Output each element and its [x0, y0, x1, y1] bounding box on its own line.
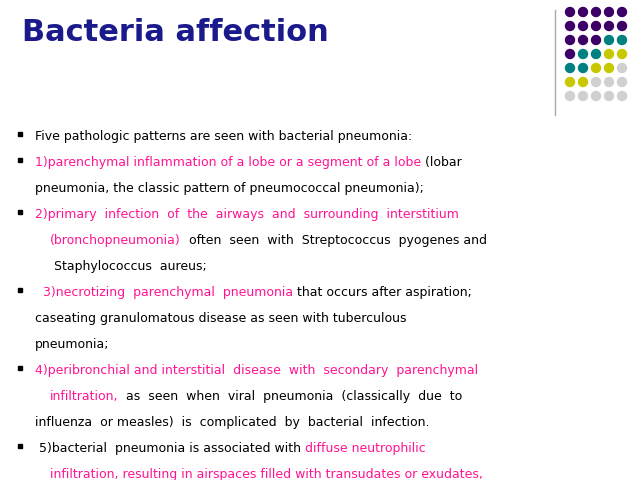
- Bar: [19, 158, 22, 162]
- Text: infiltration, resulting in airspaces filled with transudates or exudates,: infiltration, resulting in airspaces fil…: [50, 468, 483, 480]
- Text: infiltration,: infiltration,: [50, 390, 118, 403]
- Circle shape: [579, 92, 588, 100]
- Circle shape: [591, 63, 600, 72]
- Text: Staphylococcus  aureus;: Staphylococcus aureus;: [50, 260, 207, 273]
- Circle shape: [579, 8, 588, 16]
- Circle shape: [579, 49, 588, 59]
- Bar: [19, 288, 22, 292]
- Circle shape: [579, 36, 588, 45]
- Circle shape: [591, 92, 600, 100]
- Text: as  seen  when  viral  pneumonia  (classically  due  to: as seen when viral pneumonia (classicall…: [118, 390, 463, 403]
- Circle shape: [618, 49, 627, 59]
- Circle shape: [566, 77, 575, 86]
- Text: Five pathologic patterns are seen with bacterial pneumonia:: Five pathologic patterns are seen with b…: [35, 130, 412, 143]
- Circle shape: [591, 77, 600, 86]
- Text: (lobar: (lobar: [421, 156, 462, 169]
- Circle shape: [605, 49, 614, 59]
- Text: (bronchopneumonia): (bronchopneumonia): [50, 234, 180, 247]
- Text: 5)bacterial  pneumonia is associated with: 5)bacterial pneumonia is associated with: [35, 442, 305, 455]
- Circle shape: [605, 36, 614, 45]
- Text: 3)necrotizing  parenchymal  pneumonia: 3)necrotizing parenchymal pneumonia: [35, 286, 293, 299]
- Bar: [19, 132, 22, 136]
- Text: that occurs after aspiration;: that occurs after aspiration;: [293, 286, 472, 299]
- Circle shape: [566, 63, 575, 72]
- Circle shape: [591, 36, 600, 45]
- Circle shape: [566, 8, 575, 16]
- Circle shape: [579, 77, 588, 86]
- Circle shape: [566, 36, 575, 45]
- Circle shape: [566, 92, 575, 100]
- Circle shape: [605, 63, 614, 72]
- Bar: [19, 444, 22, 448]
- Circle shape: [566, 22, 575, 31]
- Circle shape: [605, 22, 614, 31]
- Text: diffuse neutrophilic: diffuse neutrophilic: [305, 442, 426, 455]
- Circle shape: [591, 8, 600, 16]
- Circle shape: [579, 63, 588, 72]
- Text: 4)peribronchial and interstitial  disease  with  secondary  parenchymal: 4)peribronchial and interstitial disease…: [35, 364, 478, 377]
- Text: 2)primary  infection  of  the  airways  and  surrounding  interstitium: 2)primary infection of the airways and s…: [35, 208, 459, 221]
- Text: Bacteria affection: Bacteria affection: [22, 18, 329, 47]
- Text: caseating granulomatous disease as seen with tuberculous: caseating granulomatous disease as seen …: [35, 312, 406, 325]
- Circle shape: [618, 63, 627, 72]
- Text: 1)parenchymal inflammation of a lobe or a segment of a lobe: 1)parenchymal inflammation of a lobe or …: [35, 156, 421, 169]
- Circle shape: [618, 92, 627, 100]
- Circle shape: [605, 92, 614, 100]
- Text: pneumonia, the classic pattern of pneumococcal pneumonia);: pneumonia, the classic pattern of pneumo…: [35, 182, 424, 195]
- Circle shape: [591, 49, 600, 59]
- Circle shape: [618, 22, 627, 31]
- Text: influenza  or measles)  is  complicated  by  bacterial  infection.: influenza or measles) is complicated by …: [35, 416, 429, 429]
- Circle shape: [618, 36, 627, 45]
- Circle shape: [605, 77, 614, 86]
- Circle shape: [618, 8, 627, 16]
- Circle shape: [566, 49, 575, 59]
- Bar: [19, 210, 22, 214]
- Bar: [19, 366, 22, 370]
- Circle shape: [605, 8, 614, 16]
- Circle shape: [618, 77, 627, 86]
- Circle shape: [579, 22, 588, 31]
- Circle shape: [591, 22, 600, 31]
- Text: often  seen  with  Streptococcus  pyogenes and: often seen with Streptococcus pyogenes a…: [180, 234, 487, 247]
- Text: pneumonia;: pneumonia;: [35, 338, 109, 351]
